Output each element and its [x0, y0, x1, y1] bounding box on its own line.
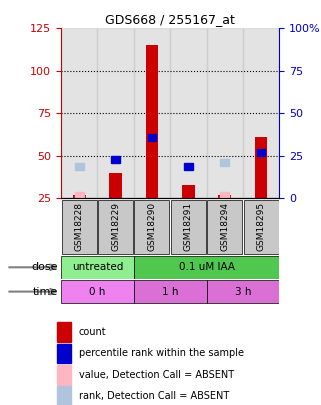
Bar [148, 134, 156, 141]
Text: dose: dose [31, 262, 58, 272]
Bar [134, 28, 170, 198]
Bar [220, 159, 229, 166]
Bar [97, 28, 134, 198]
Text: GSM18295: GSM18295 [256, 202, 265, 252]
Text: GSM18294: GSM18294 [220, 202, 229, 251]
Bar [61, 28, 97, 198]
Bar [243, 28, 279, 198]
Text: untreated: untreated [72, 262, 123, 272]
FancyBboxPatch shape [98, 200, 133, 254]
FancyBboxPatch shape [62, 200, 97, 254]
Text: GSM18291: GSM18291 [184, 202, 193, 252]
Bar [182, 185, 195, 198]
Bar [220, 192, 229, 198]
Bar [57, 343, 71, 363]
Text: 1 h: 1 h [162, 287, 178, 296]
Bar [145, 45, 158, 198]
Bar [111, 156, 120, 163]
Bar [75, 163, 83, 170]
FancyBboxPatch shape [244, 200, 279, 254]
Bar [170, 28, 206, 198]
Bar [57, 365, 71, 384]
FancyBboxPatch shape [61, 256, 134, 279]
FancyBboxPatch shape [61, 280, 134, 303]
Bar [73, 195, 85, 198]
Bar [255, 137, 267, 198]
Bar [57, 322, 71, 342]
FancyBboxPatch shape [206, 280, 279, 303]
FancyBboxPatch shape [207, 200, 242, 254]
Bar [109, 173, 122, 198]
FancyBboxPatch shape [171, 200, 206, 254]
FancyBboxPatch shape [134, 280, 206, 303]
Title: GDS668 / 255167_at: GDS668 / 255167_at [105, 13, 235, 26]
Text: GSM18228: GSM18228 [75, 202, 84, 251]
Text: value, Detection Call = ABSENT: value, Detection Call = ABSENT [79, 370, 234, 380]
Bar [184, 163, 193, 170]
Bar [257, 149, 265, 156]
FancyBboxPatch shape [134, 256, 279, 279]
Text: GSM18229: GSM18229 [111, 202, 120, 251]
Bar [57, 386, 71, 405]
Text: 3 h: 3 h [235, 287, 251, 296]
Bar [218, 195, 231, 198]
Text: count: count [79, 327, 106, 337]
FancyBboxPatch shape [134, 200, 169, 254]
Text: 0.1 uM IAA: 0.1 uM IAA [178, 262, 235, 272]
Text: percentile rank within the sample: percentile rank within the sample [79, 348, 244, 358]
Text: time: time [32, 287, 58, 296]
Bar [206, 28, 243, 198]
Bar [75, 192, 83, 198]
Text: GSM18290: GSM18290 [147, 202, 156, 252]
Text: 0 h: 0 h [89, 287, 106, 296]
Text: rank, Detection Call = ABSENT: rank, Detection Call = ABSENT [79, 391, 229, 401]
